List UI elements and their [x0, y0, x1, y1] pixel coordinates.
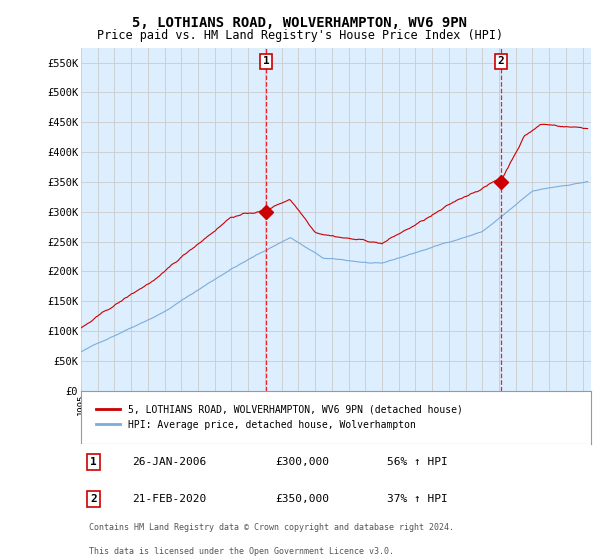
Text: Contains HM Land Registry data © Crown copyright and database right 2024.: Contains HM Land Registry data © Crown c…: [89, 523, 454, 532]
Text: 1: 1: [91, 457, 97, 467]
Text: 2: 2: [498, 57, 505, 66]
Text: Price paid vs. HM Land Registry's House Price Index (HPI): Price paid vs. HM Land Registry's House …: [97, 29, 503, 42]
Text: 21-FEB-2020: 21-FEB-2020: [132, 494, 206, 504]
Text: This data is licensed under the Open Government Licence v3.0.: This data is licensed under the Open Gov…: [89, 547, 394, 556]
Text: 37% ↑ HPI: 37% ↑ HPI: [387, 494, 448, 504]
Text: 1: 1: [263, 57, 269, 66]
Text: 56% ↑ HPI: 56% ↑ HPI: [387, 457, 448, 467]
Legend: 5, LOTHIANS ROAD, WOLVERHAMPTON, WV6 9PN (detached house), HPI: Average price, d: 5, LOTHIANS ROAD, WOLVERHAMPTON, WV6 9PN…: [91, 400, 467, 435]
Text: £300,000: £300,000: [275, 457, 329, 467]
Text: £350,000: £350,000: [275, 494, 329, 504]
Text: 2: 2: [91, 494, 97, 504]
Text: 26-JAN-2006: 26-JAN-2006: [132, 457, 206, 467]
Text: 5, LOTHIANS ROAD, WOLVERHAMPTON, WV6 9PN: 5, LOTHIANS ROAD, WOLVERHAMPTON, WV6 9PN: [133, 16, 467, 30]
